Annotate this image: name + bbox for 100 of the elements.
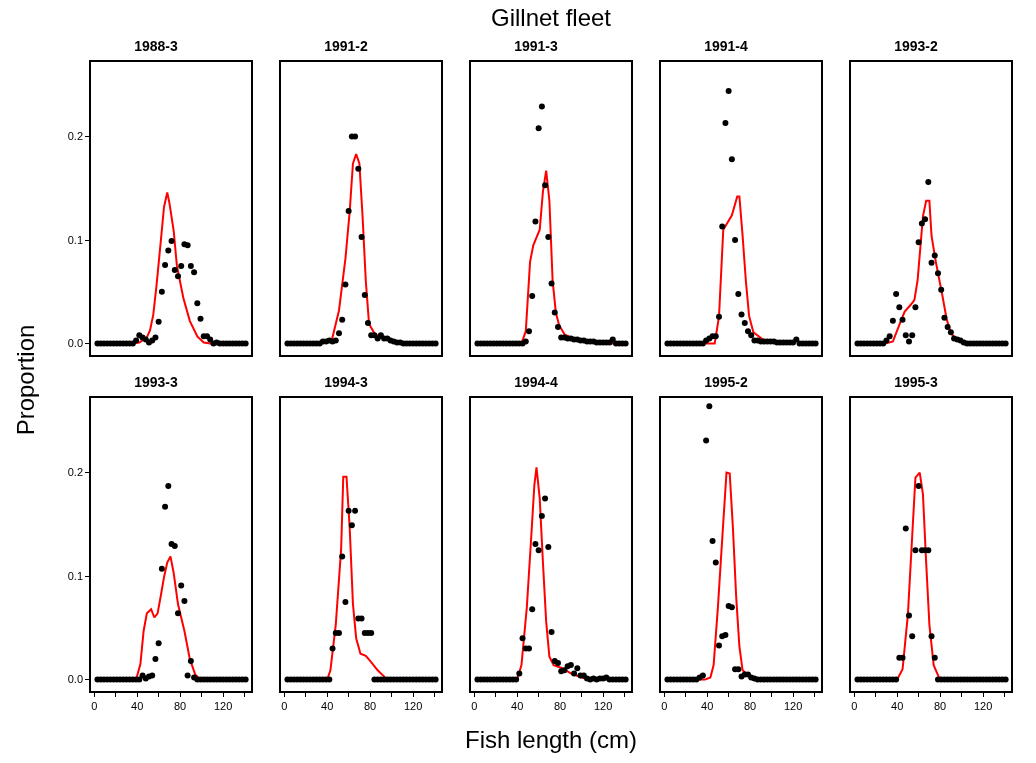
point xyxy=(912,304,919,311)
y-tick-label: 0.1 xyxy=(67,569,84,582)
point xyxy=(532,540,539,547)
x-tick-label: 80 xyxy=(174,699,187,712)
x-tick-label: 40 xyxy=(701,699,714,712)
text: Proportion xyxy=(12,324,40,436)
x-tick-label: 80 xyxy=(744,699,757,712)
point xyxy=(174,610,181,617)
x-tick-label: 0 xyxy=(91,699,98,712)
point xyxy=(931,252,938,259)
point xyxy=(342,281,349,288)
point xyxy=(529,292,536,299)
point xyxy=(342,598,349,605)
point xyxy=(165,483,172,489)
point xyxy=(184,672,191,679)
point xyxy=(155,640,162,647)
x-tick-label: 40 xyxy=(131,699,144,712)
point xyxy=(922,216,929,223)
point xyxy=(548,280,555,287)
point xyxy=(703,437,710,444)
point xyxy=(715,642,722,649)
y-tick-label: 0.0 xyxy=(67,337,84,350)
y-tick-label: 0.2 xyxy=(67,466,84,479)
point xyxy=(187,657,194,664)
point xyxy=(361,291,368,298)
point xyxy=(519,635,526,642)
point xyxy=(709,537,716,544)
point xyxy=(574,665,581,672)
point xyxy=(934,270,941,277)
point xyxy=(162,503,169,510)
x-tick-label: 0 xyxy=(471,699,478,712)
point xyxy=(165,247,172,254)
y-tick-label: 0.2 xyxy=(67,130,84,143)
point xyxy=(162,261,169,268)
point xyxy=(529,606,536,613)
x-tick-label: 0 xyxy=(281,699,288,712)
chart-title: 1991-2 xyxy=(324,37,369,54)
point xyxy=(715,313,722,320)
point xyxy=(931,654,938,661)
point xyxy=(735,290,742,297)
y-tick-label: 0.1 xyxy=(67,233,84,246)
point xyxy=(194,300,201,307)
point xyxy=(178,582,185,589)
point xyxy=(133,337,140,344)
point xyxy=(339,316,346,323)
x-tick-label: 80 xyxy=(554,699,567,712)
point xyxy=(554,324,561,331)
point xyxy=(728,156,735,163)
x-tick-label: 120 xyxy=(973,699,993,712)
point xyxy=(551,309,558,316)
point xyxy=(732,237,739,244)
point xyxy=(516,670,523,677)
point xyxy=(925,179,932,186)
point xyxy=(352,507,359,514)
point xyxy=(902,525,909,532)
x-tick-label: 80 xyxy=(934,699,947,712)
point xyxy=(941,314,948,321)
point xyxy=(712,559,719,566)
point xyxy=(181,597,188,604)
point xyxy=(368,630,375,637)
x-tick-label: 120 xyxy=(403,699,423,712)
point xyxy=(355,165,362,172)
chart-title: 1991-4 xyxy=(704,37,749,54)
point xyxy=(532,218,539,225)
point xyxy=(364,319,371,326)
point xyxy=(345,507,352,514)
point xyxy=(706,403,713,410)
point xyxy=(155,318,162,325)
point xyxy=(545,233,552,240)
point xyxy=(719,223,726,230)
point xyxy=(889,317,896,324)
x-tick-label: 0 xyxy=(661,699,668,712)
point xyxy=(152,655,159,662)
point xyxy=(158,565,165,572)
point xyxy=(893,676,900,683)
x-tick-label: 120 xyxy=(593,699,613,712)
x-tick-label: 120 xyxy=(213,699,233,712)
point xyxy=(535,547,542,554)
point xyxy=(944,324,951,331)
text: Gillnet fleet xyxy=(489,4,613,32)
point xyxy=(938,286,945,293)
chart-title: 1988-3 xyxy=(134,37,179,54)
point xyxy=(748,332,755,339)
point xyxy=(339,553,346,560)
point xyxy=(171,267,178,274)
point xyxy=(928,259,935,266)
point xyxy=(918,220,925,227)
point xyxy=(352,133,359,140)
chart-title: 1993-2 xyxy=(894,37,939,54)
x-tick-label: 40 xyxy=(891,699,904,712)
point xyxy=(329,645,336,652)
point xyxy=(542,495,549,502)
point xyxy=(348,522,355,529)
point xyxy=(345,208,352,215)
chart-title: 1995-3 xyxy=(894,373,939,390)
point xyxy=(928,633,935,640)
x-tick-label: 0 xyxy=(851,699,858,712)
point xyxy=(915,483,922,489)
point xyxy=(187,262,194,269)
point xyxy=(545,544,552,551)
